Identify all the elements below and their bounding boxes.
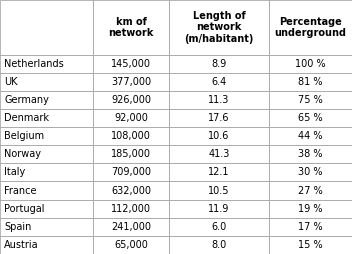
Bar: [169, 91, 269, 109]
Bar: [93, 91, 169, 109]
Bar: [169, 55, 269, 73]
Text: 10.5: 10.5: [208, 186, 230, 196]
Bar: [169, 145, 269, 163]
Text: 8.0: 8.0: [212, 240, 227, 250]
Bar: [93, 145, 169, 163]
Bar: [169, 182, 269, 200]
Text: 27 %: 27 %: [298, 186, 323, 196]
Text: 100 %: 100 %: [295, 59, 326, 69]
Text: 65,000: 65,000: [114, 240, 148, 250]
Text: 30 %: 30 %: [298, 167, 323, 178]
Text: UK: UK: [4, 77, 18, 87]
Bar: [93, 127, 169, 145]
Text: 6.4: 6.4: [212, 77, 227, 87]
Bar: [93, 200, 169, 218]
Bar: [269, 163, 352, 182]
Bar: [93, 236, 169, 254]
Bar: [269, 236, 352, 254]
Bar: [269, 218, 352, 236]
Bar: [269, 127, 352, 145]
Text: 185,000: 185,000: [111, 149, 151, 159]
Text: 112,000: 112,000: [111, 204, 151, 214]
Text: Norway: Norway: [4, 149, 41, 159]
Bar: [93, 218, 169, 236]
Text: Length of
network
(m/habitant): Length of network (m/habitant): [184, 11, 254, 44]
Bar: [269, 73, 352, 91]
Text: 17 %: 17 %: [298, 222, 323, 232]
Text: Germany: Germany: [4, 95, 49, 105]
Bar: [93, 73, 169, 91]
Bar: [269, 145, 352, 163]
Bar: [93, 109, 169, 127]
Bar: [93, 0, 169, 55]
Text: 377,000: 377,000: [111, 77, 151, 87]
Text: km of
network: km of network: [108, 17, 154, 38]
Text: 41.3: 41.3: [208, 149, 230, 159]
Text: Portugal: Portugal: [4, 204, 45, 214]
Text: Italy: Italy: [4, 167, 25, 178]
Text: 8.9: 8.9: [212, 59, 227, 69]
Bar: [169, 127, 269, 145]
Text: 6.0: 6.0: [212, 222, 227, 232]
Bar: [0, 145, 93, 163]
Text: 10.6: 10.6: [208, 131, 230, 141]
Text: France: France: [4, 186, 37, 196]
Text: 44 %: 44 %: [298, 131, 323, 141]
Bar: [0, 55, 93, 73]
Text: 92,000: 92,000: [114, 113, 148, 123]
Bar: [269, 200, 352, 218]
Bar: [0, 182, 93, 200]
Text: 709,000: 709,000: [111, 167, 151, 178]
Text: 11.9: 11.9: [208, 204, 230, 214]
Bar: [269, 109, 352, 127]
Bar: [93, 55, 169, 73]
Text: Austria: Austria: [4, 240, 39, 250]
Bar: [0, 200, 93, 218]
Text: 632,000: 632,000: [111, 186, 151, 196]
Text: Belgium: Belgium: [4, 131, 44, 141]
Text: 17.6: 17.6: [208, 113, 230, 123]
Text: 15 %: 15 %: [298, 240, 323, 250]
Bar: [269, 91, 352, 109]
Bar: [169, 163, 269, 182]
Bar: [269, 55, 352, 73]
Bar: [0, 91, 93, 109]
Bar: [169, 200, 269, 218]
Bar: [93, 182, 169, 200]
Bar: [0, 0, 93, 55]
Bar: [93, 163, 169, 182]
Bar: [0, 163, 93, 182]
Bar: [169, 218, 269, 236]
Text: 75 %: 75 %: [298, 95, 323, 105]
Text: 108,000: 108,000: [111, 131, 151, 141]
Bar: [169, 73, 269, 91]
Bar: [0, 73, 93, 91]
Text: Percentage
underground: Percentage underground: [275, 17, 347, 38]
Text: 38 %: 38 %: [298, 149, 323, 159]
Text: 926,000: 926,000: [111, 95, 151, 105]
Text: Spain: Spain: [4, 222, 32, 232]
Text: Denmark: Denmark: [4, 113, 49, 123]
Text: 19 %: 19 %: [298, 204, 323, 214]
Text: Netherlands: Netherlands: [4, 59, 64, 69]
Text: 65 %: 65 %: [298, 113, 323, 123]
Text: 145,000: 145,000: [111, 59, 151, 69]
Bar: [0, 109, 93, 127]
Bar: [169, 236, 269, 254]
Bar: [169, 0, 269, 55]
Bar: [0, 127, 93, 145]
Text: 12.1: 12.1: [208, 167, 230, 178]
Text: 241,000: 241,000: [111, 222, 151, 232]
Text: 81 %: 81 %: [298, 77, 323, 87]
Bar: [0, 218, 93, 236]
Text: 11.3: 11.3: [208, 95, 230, 105]
Bar: [169, 109, 269, 127]
Bar: [0, 236, 93, 254]
Bar: [269, 182, 352, 200]
Bar: [269, 0, 352, 55]
